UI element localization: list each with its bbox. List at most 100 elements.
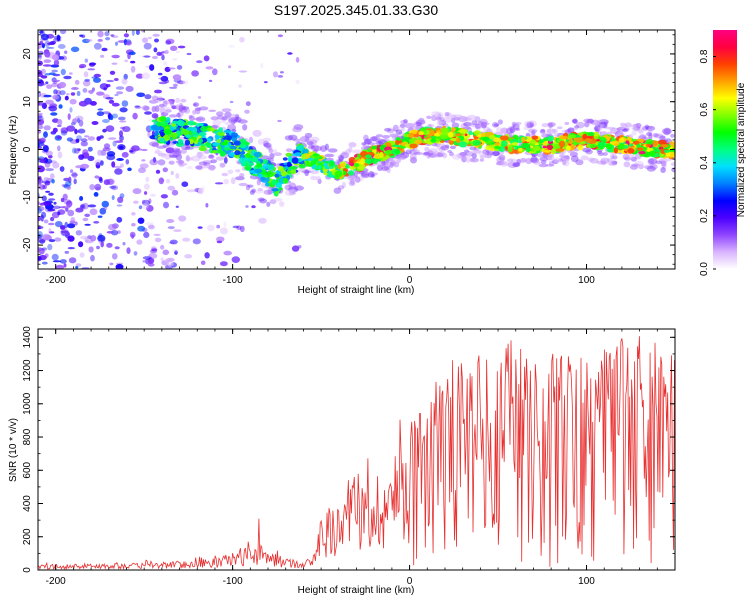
heatmap-cell	[149, 249, 158, 254]
heatmap-cell	[238, 70, 248, 73]
heatmap-cell	[464, 156, 472, 163]
heatmap-cell	[648, 158, 658, 165]
heatmap-cell	[587, 118, 594, 125]
heatmap-cell	[71, 171, 78, 179]
heatmap-cell	[309, 139, 318, 145]
heatmap-cell	[43, 177, 50, 181]
heatmap-cell	[51, 69, 58, 73]
heatmap-cell	[151, 113, 159, 119]
heatmap-cell	[479, 155, 487, 159]
heatmap-cell	[95, 162, 101, 169]
heatmap-cell	[539, 129, 546, 134]
heatmap-cell	[660, 167, 666, 173]
heatmap-cell	[61, 55, 67, 61]
heatmap-cell	[304, 169, 310, 177]
heatmap-cell	[102, 128, 107, 133]
heatmap-cell	[465, 151, 474, 157]
heatmap-cell	[241, 162, 246, 167]
heatmap-cell	[634, 160, 644, 168]
heatmap-cell	[150, 124, 160, 131]
heatmap-cell	[404, 143, 411, 148]
heatmap-cell	[547, 135, 554, 142]
heatmap-cell	[50, 216, 55, 222]
heatmap-cell	[618, 143, 625, 150]
heatmap-cell	[621, 128, 629, 133]
heatmap-cell	[216, 111, 224, 117]
heatmap-cell	[74, 115, 84, 122]
heatmap-cell	[603, 124, 608, 129]
heatmap-cell	[145, 176, 150, 183]
heatmap-cell	[514, 127, 521, 131]
heatmap-cell	[551, 148, 556, 155]
heatmap-cell	[506, 127, 513, 135]
heatmap-cell	[191, 70, 200, 77]
heatmap-cell	[175, 104, 180, 110]
heatmap-cell	[428, 148, 438, 154]
heatmap-cell	[449, 151, 454, 157]
heatmap-cell	[429, 129, 435, 136]
heatmap-cell	[52, 205, 61, 210]
heatmap-cell	[51, 253, 59, 261]
heatmap-cell	[385, 149, 393, 155]
heatmap-cell	[200, 125, 208, 132]
heatmap-cell	[426, 150, 435, 157]
heatmap-cell	[471, 152, 477, 159]
heatmap-cell	[164, 66, 171, 73]
heatmap-cell	[411, 129, 418, 135]
heatmap-cell	[652, 140, 659, 147]
heatmap-cell	[292, 138, 301, 142]
heatmap-cell	[440, 127, 450, 134]
heatmap-cell	[630, 164, 638, 170]
heatmap-cell	[353, 170, 359, 177]
heatmap-cell	[130, 65, 136, 73]
heatmap-cell	[198, 161, 208, 166]
heatmap-cell	[78, 241, 84, 248]
heatmap-cell	[38, 216, 42, 222]
heatmap-cell	[72, 118, 78, 125]
heatmap-cell	[53, 38, 62, 42]
heatmap-cell	[312, 153, 320, 157]
heatmap-cell	[212, 124, 219, 129]
heatmap-cell	[238, 84, 242, 88]
heatmap-cell	[116, 204, 123, 207]
heatmap-cell	[142, 55, 151, 58]
heatmap-cell	[102, 111, 111, 115]
heatmap-cell	[168, 241, 176, 244]
heatmap-cell	[624, 122, 632, 128]
heatmap-cell	[160, 131, 165, 138]
heatmap-cell	[511, 121, 516, 128]
heatmap-cell	[282, 157, 288, 161]
heatmap-cell	[172, 249, 180, 252]
heatmap-cell	[43, 131, 48, 138]
heatmap-cell	[208, 109, 217, 113]
heatmap-cell	[94, 175, 100, 179]
heatmap-cell	[121, 100, 129, 107]
heatmap-cell	[439, 134, 448, 139]
heatmap-cell	[56, 135, 62, 140]
heatmap-cell	[205, 66, 214, 70]
heatmap-cell	[182, 237, 191, 242]
heatmap-cell	[610, 127, 620, 134]
heatmap-cell	[417, 119, 426, 123]
heatmap-cell	[81, 34, 86, 38]
heatmap-cell	[546, 155, 553, 161]
heatmap-cell	[646, 165, 656, 172]
heatmap-cell	[133, 200, 139, 204]
heatmap-cell	[111, 102, 120, 107]
heatmap-cell	[647, 130, 653, 135]
heatmap-cell	[216, 115, 226, 120]
heatmap-cell	[564, 121, 570, 126]
heatmap-cell	[180, 98, 187, 103]
heatmap-cell	[202, 160, 213, 164]
heatmap-cell	[561, 129, 571, 133]
heatmap-cell	[273, 197, 283, 202]
heatmap-cell	[142, 37, 148, 43]
heatmap-cell	[68, 257, 77, 264]
heatmap-cell	[590, 119, 600, 126]
heatmap-cell	[622, 153, 630, 160]
heatmap-cell	[129, 231, 136, 238]
heatmap-cell	[396, 158, 402, 164]
heatmap-cell	[618, 137, 625, 143]
heatmap-cell	[485, 151, 493, 159]
